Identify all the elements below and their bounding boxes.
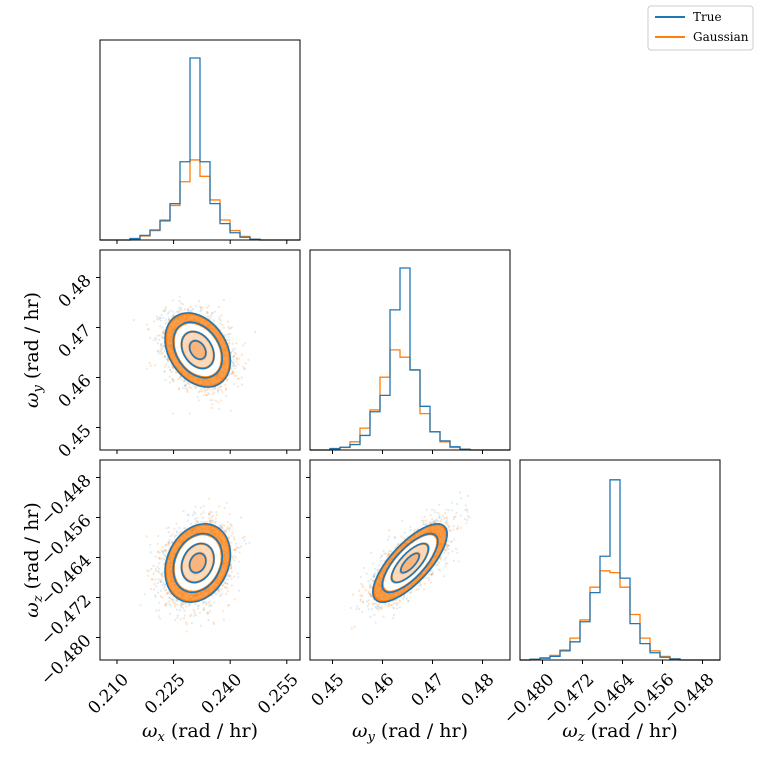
panel-2d-wx-wy: 0.45 0.46 0.47 0.48 [55,249,301,462]
y-tick-label-wy: 0.45 [55,421,96,462]
contour-gaussian-0 [165,524,231,602]
legend-label-gaussian: Gaussian [693,30,749,44]
hist-true-wz [520,479,720,661]
legend-label-true: True [693,10,722,24]
density-fill-center [399,551,421,575]
contour-true-2 [390,542,430,584]
contour-true-3 [188,552,207,574]
x-axis-label-wy: ωy (rad / hr) [352,720,468,745]
x-tick-label-wy: 0.45 [308,670,349,711]
x-axis-label-wx: ωx (rad / hr) [142,720,258,745]
x-tick-label-wx: 0.240 [198,670,247,719]
contour-true-2 [180,330,215,370]
contour-true-0 [164,523,232,603]
y-axis-label-wy: ωy (rad / hr) [21,292,46,408]
y-tick-label-wy: 0.46 [55,371,96,412]
panel-hist-wz: −0.480−0.472−0.464−0.456−0.448 [500,459,721,728]
panel-hist-wy [309,249,511,454]
contour-true-1 [172,532,224,594]
contour-true-1 [172,321,224,379]
y-axis-label-wz: ωz (rad / hr) [21,502,46,618]
x-tick-label-wx: 0.210 [84,670,133,719]
contour-true-1 [381,532,439,594]
hist-gaussian-wz [520,570,720,661]
x-tick-label-wy: 0.46 [358,670,399,711]
legend: True Gaussian [647,5,754,51]
x-axis-label-wz: ωz (rad / hr) [562,720,678,745]
panel-2d-wx-wz: 0.210 0.225 0.240 0.255−0.480−0.472−0.464−0… [37,459,303,719]
y-tick-label-wy: 0.48 [55,271,96,312]
contour-gaussian-0 [165,313,231,387]
x-tick-label-wy: 0.48 [458,670,499,711]
x-tick-label-wx: 0.225 [141,670,190,719]
hist-gaussian-wx [100,159,300,241]
contour-true-3 [399,552,421,574]
panel-2d-wy-wz: 0.45 0.46 0.47 0.48 [306,459,511,711]
x-tick-label-wy: 0.47 [408,670,449,711]
y-tick-label-wy: 0.47 [55,321,96,362]
contour-true-2 [180,542,215,584]
x-tick-label-wx: 0.255 [254,670,303,719]
panel-hist-wx [99,39,301,244]
hist-true-wx [100,57,300,241]
hist-true-wy [310,267,510,451]
contour-true-0 [164,312,232,388]
contour-true-0 [372,523,448,603]
contour-true-3 [188,339,207,361]
